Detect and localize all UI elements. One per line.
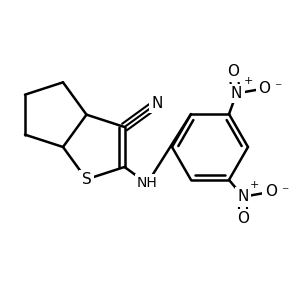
Text: N: N — [231, 86, 242, 101]
Text: ⁻: ⁻ — [274, 82, 281, 96]
Text: +: + — [243, 77, 253, 86]
Text: O: O — [258, 81, 270, 96]
Text: O: O — [227, 64, 239, 79]
Text: +: + — [250, 180, 260, 190]
Text: O: O — [237, 211, 249, 226]
Text: ⁻: ⁻ — [281, 185, 288, 199]
Text: NH: NH — [137, 176, 158, 190]
Text: N: N — [237, 189, 249, 204]
Text: N: N — [151, 96, 163, 111]
Text: S: S — [82, 172, 91, 187]
Text: O: O — [265, 184, 277, 199]
